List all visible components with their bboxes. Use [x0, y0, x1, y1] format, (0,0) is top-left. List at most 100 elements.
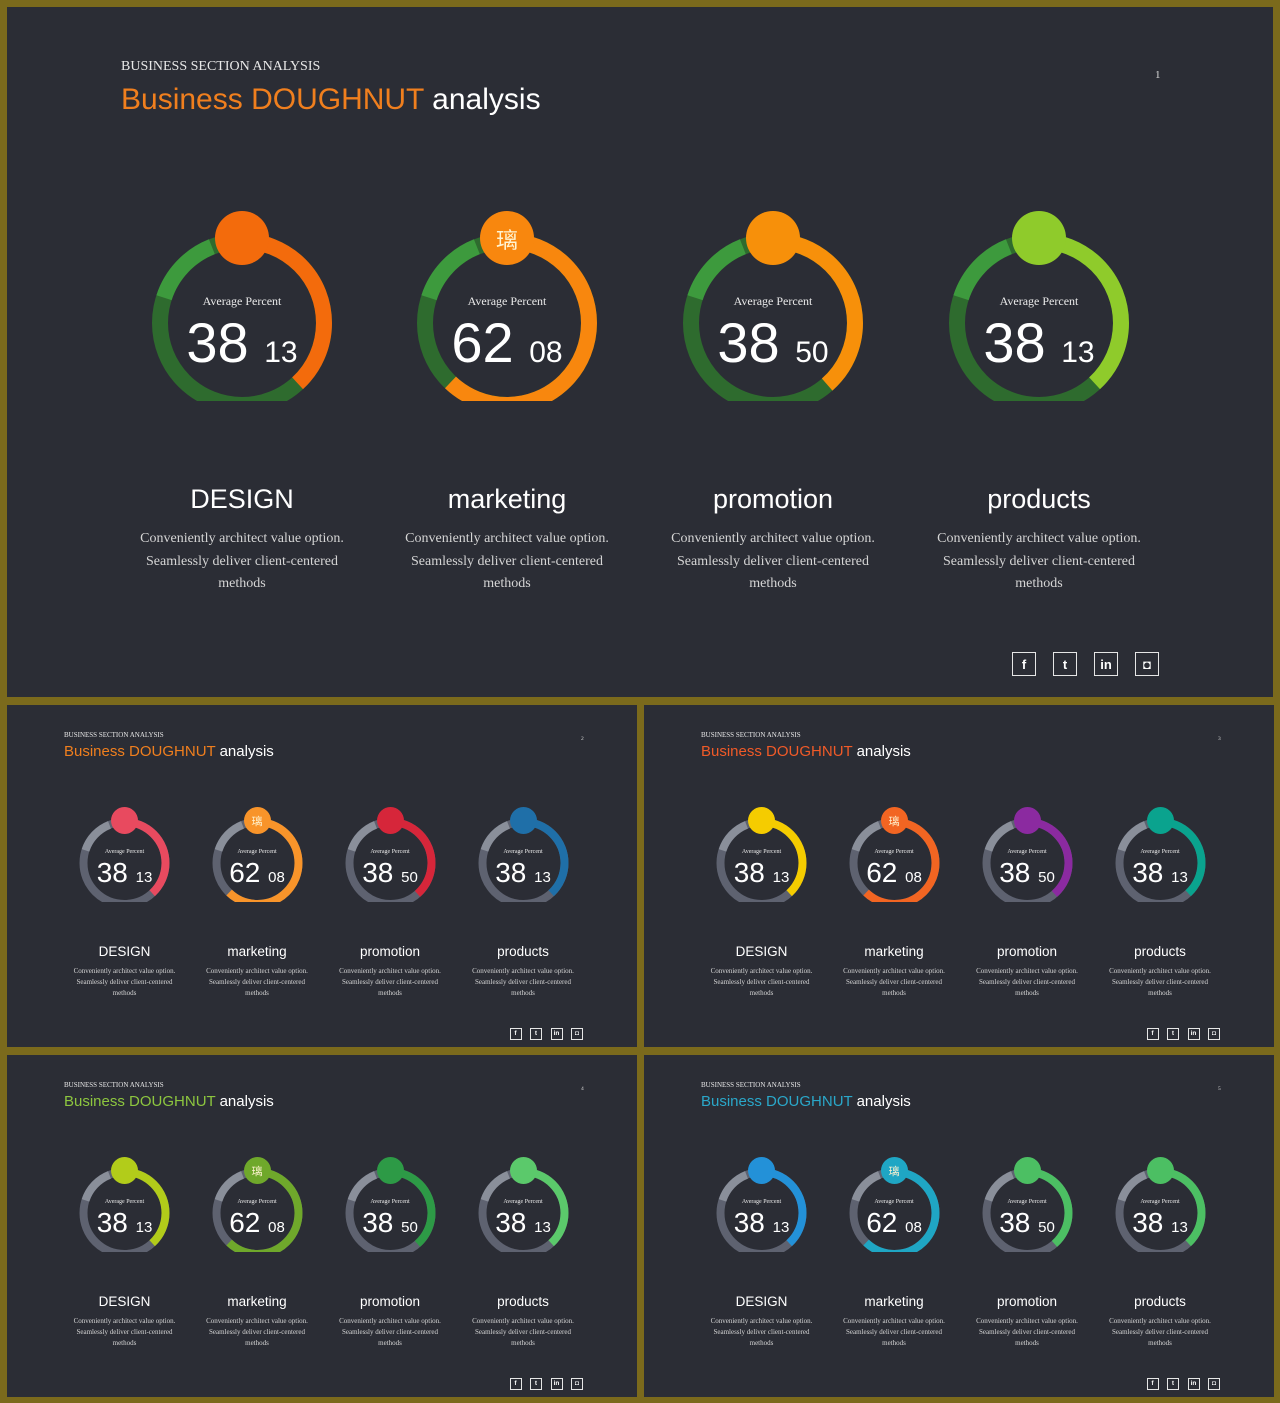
instagram-icon[interactable]: ◘	[571, 1027, 583, 1040]
percent-value: 38 50	[678, 312, 868, 384]
percent-fraction: 08	[905, 1218, 922, 1236]
knob-glyph: 璃	[251, 1165, 263, 1178]
percent-fraction: 13	[534, 868, 551, 886]
instagram-icon[interactable]: ◘	[1135, 652, 1159, 676]
card-label: products	[1134, 1293, 1186, 1309]
percent-fraction: 50	[1038, 1218, 1055, 1236]
instagram-icon[interactable]: ◘	[1208, 1027, 1220, 1040]
doughnut-chart	[849, 807, 939, 902]
social-links: f t in ◘	[509, 1027, 583, 1040]
percent-value: 62 08	[412, 312, 602, 384]
card-label: marketing	[227, 943, 287, 959]
page-number: 1	[1155, 69, 1161, 81]
doughnut-card-products: Average Percent 38 13 products Conveniently…	[472, 1157, 574, 1347]
twitter-icon[interactable]: t	[1167, 1377, 1179, 1390]
percent-whole: 38	[999, 1206, 1031, 1238]
percent-whole: 38	[362, 1206, 394, 1238]
facebook-icon[interactable]: f	[509, 1377, 522, 1390]
percent-whole: 38	[733, 856, 765, 888]
instagram-icon[interactable]: ◘	[571, 1377, 583, 1390]
doughnut-chart	[982, 1157, 1072, 1252]
doughnut-knob	[243, 1157, 271, 1184]
doughnut-knob	[1013, 807, 1041, 834]
percent-fraction: 08	[268, 1218, 285, 1236]
card-label: promotion	[996, 943, 1058, 959]
knob-glyph: 璃	[251, 815, 263, 828]
facebook-icon[interactable]: f	[1012, 652, 1036, 676]
percent-fraction: 50	[795, 336, 829, 369]
title-accent: Business DOUGHNUT	[701, 743, 853, 760]
linkedin-icon[interactable]: in	[550, 1377, 563, 1390]
doughnut-card-design: Average Percent 38 13 DESIGN Conveniently a…	[74, 807, 175, 997]
desc-line-2: Seamlessly deliver client-centered	[1111, 977, 1208, 986]
percent-value: 38 50	[343, 856, 438, 894]
facebook-icon[interactable]: f	[509, 1027, 522, 1040]
desc-line-2: Seamlessly deliver client-centered	[845, 977, 942, 986]
card-label: promotion	[996, 1293, 1058, 1309]
doughnut-knob	[215, 211, 269, 265]
twitter-icon[interactable]: t	[1167, 1027, 1179, 1040]
desc-line-3: methods	[749, 989, 774, 997]
percent-whole: 38	[717, 311, 780, 374]
slide-4: BUSINESS SECTION ANALYSIS Business DOUGHN…	[7, 1055, 637, 1397]
desc-line-2: Seamlessly deliver client-centered	[845, 1327, 942, 1336]
percent-fraction: 13	[1171, 868, 1188, 886]
desc-line-3: methods	[112, 989, 137, 997]
twitter-icon[interactable]: t	[530, 1027, 542, 1040]
desc-line-2: Seamlessly deliver client-centered	[76, 1327, 173, 1336]
doughnut-card-design: Average Percent 38 13 DESIGN Conveniently a…	[711, 807, 812, 997]
doughnut-knob	[880, 807, 908, 834]
doughnut-chart	[212, 807, 302, 902]
percent-value: 38 13	[1113, 1206, 1208, 1244]
percent-whole: 62	[229, 856, 261, 888]
percent-whole: 38	[495, 856, 527, 888]
facebook-icon[interactable]: f	[1146, 1377, 1159, 1390]
title-accent: Business DOUGHNUT	[121, 83, 424, 116]
twitter-icon[interactable]: t	[1053, 652, 1077, 676]
percent-value: 62 08	[210, 1206, 305, 1244]
average-percent-label: Average Percent	[104, 848, 145, 855]
title-rest: analysis	[852, 1093, 911, 1110]
instagram-icon[interactable]: ◘	[1208, 1377, 1220, 1390]
linkedin-icon[interactable]: in	[1187, 1027, 1200, 1040]
card-label: marketing	[447, 484, 567, 514]
percent-fraction: 13	[1171, 1218, 1188, 1236]
average-percent-label: Average Percent	[874, 1198, 914, 1205]
facebook-icon[interactable]: f	[1146, 1027, 1159, 1040]
desc-line-2: Seamlessly deliver client-centered	[208, 1327, 305, 1336]
average-percent-label: Average Percent	[370, 848, 410, 855]
linkedin-icon[interactable]: in	[1094, 652, 1118, 676]
knob-glyph: 璃	[495, 229, 518, 254]
doughnut-chart	[1115, 807, 1205, 902]
title-accent: Business DOUGHNUT	[64, 743, 216, 760]
doughnut-knob	[1013, 1157, 1041, 1184]
twitter-icon[interactable]: t	[530, 1377, 542, 1390]
slide-2: BUSINESS SECTION ANALYSIS Business DOUGHN…	[7, 705, 637, 1047]
percent-whole: 38	[186, 311, 249, 374]
percent-whole: 62	[451, 311, 514, 374]
kicker: BUSINESS SECTION ANALYSIS	[64, 1081, 164, 1089]
percent-value: 38 50	[980, 857, 1075, 894]
desc-line-2: Seamlessly deliver client-centered	[474, 1327, 571, 1336]
desc-line-3: methods	[245, 989, 269, 997]
desc-line-2: Seamlessly deliver client-centered	[76, 977, 173, 986]
title-accent: Business DOUGHNUT	[701, 1093, 853, 1110]
card-label: DESIGN	[98, 1293, 151, 1309]
linkedin-icon[interactable]: in	[550, 1027, 563, 1040]
desc-line-3: methods	[378, 1339, 402, 1347]
doughnut-chart	[716, 1157, 807, 1252]
desc-line-1: Conveniently architect value option.	[671, 531, 875, 546]
percent-whole: 38	[1132, 1206, 1164, 1238]
percent-whole: 62	[229, 1206, 261, 1238]
desc-line-1: Conveniently architect value option.	[140, 531, 344, 546]
card-description: Conveniently architect value option. Seam…	[362, 528, 652, 596]
doughnut-card-marketing: 璃 Average Percent 62 08 marketing Convenient…	[206, 807, 308, 997]
card-description: Conveniently architect value option. Seam…	[664, 966, 859, 1000]
doughnut-chart	[152, 211, 332, 401]
percent-whole: 38	[362, 856, 394, 888]
desc-line-3: methods	[1015, 989, 1039, 997]
card-description: Conveniently architect value option. Seam…	[293, 1316, 488, 1350]
doughnut-card-promotion: Average Percent 38 50 promotion Convenientl…	[339, 1157, 441, 1347]
linkedin-icon[interactable]: in	[1187, 1377, 1200, 1390]
average-percent-label: Average Percent	[104, 1198, 145, 1205]
